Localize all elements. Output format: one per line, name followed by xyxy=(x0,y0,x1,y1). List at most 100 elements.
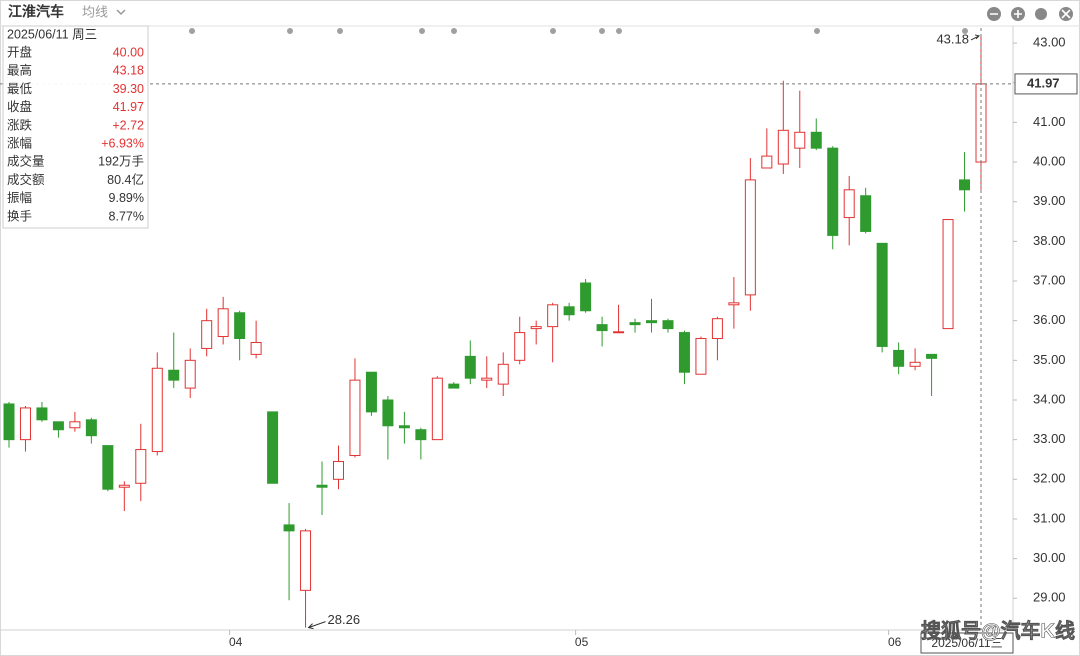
candle-body xyxy=(695,338,707,375)
candle-body xyxy=(563,306,575,316)
candle-body xyxy=(332,460,344,480)
candle-body xyxy=(250,341,262,355)
info-label: 收盘 xyxy=(7,99,32,114)
info-value: 8.77% xyxy=(109,209,144,223)
x-tick-label: 05 xyxy=(575,635,589,649)
candle-body xyxy=(382,399,394,427)
candle-body xyxy=(481,377,493,381)
x-tick-label: 06 xyxy=(888,635,902,649)
candle-body xyxy=(349,379,361,457)
toolbar xyxy=(987,7,1073,21)
candle-body xyxy=(547,304,559,328)
candle-body xyxy=(448,383,460,389)
candle-body xyxy=(365,371,377,413)
info-value: 39.30 xyxy=(113,82,144,96)
candle-body xyxy=(876,242,888,347)
low-arrow xyxy=(307,621,326,630)
candle-body xyxy=(843,189,855,219)
info-label: 开盘 xyxy=(7,44,32,59)
info-label: 成交量 xyxy=(7,154,45,169)
info-label: 换手 xyxy=(7,209,32,223)
candle-body xyxy=(464,355,476,379)
info-label: 涨幅 xyxy=(7,135,32,150)
candle-body xyxy=(728,302,740,306)
candle-body xyxy=(926,353,938,359)
crosshair-date-box xyxy=(920,632,1014,654)
crosshair-date: 2025/06/11三 xyxy=(931,636,1002,650)
y-tick-label: 37.00 xyxy=(1033,272,1066,287)
watermark: 搜狐号@汽车K线 xyxy=(921,618,1075,642)
candle-body xyxy=(909,361,921,367)
candle-body xyxy=(184,359,196,389)
candle-body xyxy=(744,179,756,296)
candle-body xyxy=(135,449,147,484)
candle-body xyxy=(662,320,674,330)
y-tick-label: 30.00 xyxy=(1033,550,1066,565)
info-label: 涨跌 xyxy=(7,117,33,132)
info-date: 2025/06/11 周三 xyxy=(7,27,97,41)
price-label-box xyxy=(1014,73,1078,95)
candle-body xyxy=(217,308,229,338)
y-tick-label: 35.00 xyxy=(1033,352,1066,367)
candle-body xyxy=(827,147,839,236)
candle-body xyxy=(36,407,48,421)
candle-body xyxy=(629,322,641,326)
candle-body xyxy=(942,219,954,330)
candle-body xyxy=(316,484,328,488)
candle-body xyxy=(201,320,213,349)
candle-body xyxy=(761,155,773,169)
candle-body xyxy=(102,445,114,490)
indicator-menu[interactable]: 均线 xyxy=(82,4,108,19)
info-panel xyxy=(2,25,149,229)
high-annotation: 43.18 xyxy=(936,31,969,46)
info-label: 振幅 xyxy=(7,190,32,205)
candle-body xyxy=(777,129,789,165)
candle-body xyxy=(151,367,163,453)
candle-body xyxy=(530,326,542,330)
y-tick-label: 32.00 xyxy=(1033,471,1066,486)
info-label: 最低 xyxy=(7,82,33,96)
info-value: 9.89% xyxy=(109,191,144,205)
candle-body xyxy=(3,403,15,441)
candle-body xyxy=(234,312,246,340)
candle-body xyxy=(860,195,872,232)
y-tick-label: 34.00 xyxy=(1033,391,1066,406)
candle-body xyxy=(711,318,723,340)
high-arrow xyxy=(970,34,980,41)
candle-body xyxy=(810,131,822,149)
info-label: 最高 xyxy=(7,63,32,78)
candle-body xyxy=(646,320,658,324)
dropdown-icon[interactable] xyxy=(116,9,126,16)
candle-body xyxy=(398,425,410,429)
toolbar-glyphs xyxy=(990,9,1071,19)
info-value: +6.93% xyxy=(101,136,144,150)
candle-body xyxy=(168,369,180,381)
event-markers xyxy=(189,28,968,34)
info-value: 41.97 xyxy=(113,100,144,114)
settings-button[interactable] xyxy=(1035,8,1047,20)
candle-body xyxy=(118,484,130,488)
info-value: 80.4亿 xyxy=(107,172,144,187)
candle-body xyxy=(596,324,608,332)
y-tick-label: 36.00 xyxy=(1033,312,1066,327)
y-tick-label: 38.00 xyxy=(1033,233,1066,248)
candle-body xyxy=(497,363,509,385)
candle-body xyxy=(613,331,625,334)
candle-body xyxy=(85,419,97,437)
candle-body xyxy=(300,530,312,591)
candle-body xyxy=(415,429,427,441)
candle-body xyxy=(580,282,592,312)
candle-body xyxy=(794,131,806,149)
candle-body xyxy=(283,524,295,532)
info-value: 43.18 xyxy=(113,64,144,78)
price-label: 41.97 xyxy=(1027,75,1060,90)
info-value: +2.72 xyxy=(112,118,144,132)
stock-name: 江淮汽车 xyxy=(8,4,64,20)
x-tick-label: 04 xyxy=(229,635,243,649)
candle-body xyxy=(69,421,81,429)
candle-body xyxy=(514,332,526,361)
info-value: 40.00 xyxy=(113,45,144,59)
candle-body xyxy=(52,421,64,431)
y-tick-label: 41.00 xyxy=(1033,114,1066,129)
